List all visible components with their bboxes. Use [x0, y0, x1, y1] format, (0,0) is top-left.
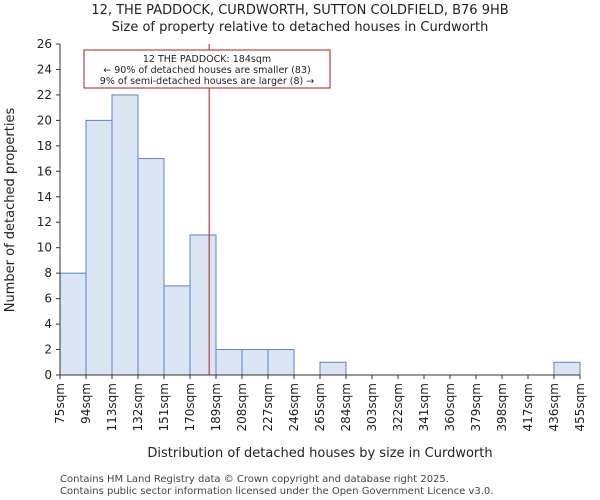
x-tick-label: 75sqm	[53, 383, 67, 424]
y-tick-label: 26	[37, 37, 52, 51]
x-tick-label: 379sqm	[469, 383, 483, 431]
y-tick-label: 8	[44, 266, 52, 280]
x-tick-labels: 75sqm 94sqm 113sqm 132sqm 151sqm 170sqm 189sqm…	[53, 375, 587, 431]
y-tick-label: 20	[37, 113, 52, 127]
annotation-border	[83, 49, 331, 89]
y-tick-label: 4	[44, 317, 52, 331]
x-tick-label: 113sqm	[105, 383, 119, 431]
y-tick-label: 12	[37, 215, 52, 229]
y-tick-label: 24	[37, 62, 52, 76]
y-tick-label: 10	[37, 241, 52, 255]
bars-group	[59, 94, 581, 376]
x-tick-label: 132sqm	[131, 383, 145, 431]
bar-75sqm	[59, 272, 87, 376]
x-tick-label: 246sqm	[287, 383, 301, 431]
x-tick-label: 436sqm	[547, 383, 561, 431]
y-tick-label: 18	[37, 139, 52, 153]
annotation-box: 12 THE PADDOCK: 184sqm ← 90% of detached…	[83, 49, 331, 89]
x-tick-label: 398sqm	[495, 383, 509, 431]
y-axis-label: Number of detached properties	[3, 108, 18, 313]
x-tick-label: 208sqm	[235, 383, 249, 431]
bar-227sqm	[267, 349, 295, 376]
y-tick-label: 14	[37, 190, 52, 204]
bar-189sqm	[215, 349, 243, 376]
y-tick-label: 2	[44, 343, 52, 357]
footer-line-1: Contains HM Land Registry data © Crown c…	[60, 474, 449, 485]
x-tick-label: 227sqm	[261, 383, 275, 431]
bar-170sqm	[189, 234, 217, 376]
bar-113sqm	[111, 94, 139, 376]
x-tick-label: 417sqm	[521, 383, 535, 431]
bar-265sqm	[319, 361, 347, 376]
bar-208sqm	[241, 349, 269, 376]
x-tick-label: 322sqm	[391, 383, 405, 431]
footer-line-2: Contains public sector information licen…	[60, 486, 493, 497]
x-tick-label: 455sqm	[573, 383, 587, 431]
annotation-title: 12 THE PADDOCK: 184sqm	[143, 54, 271, 65]
bar-436sqm	[553, 361, 581, 376]
bar-132sqm	[137, 158, 165, 376]
y-tick-label: 6	[44, 292, 52, 306]
chart-title: 12, THE PADDOCK, CURDWORTH, SUTTON COLDF…	[91, 3, 508, 18]
x-tick-label: 360sqm	[443, 383, 457, 431]
x-tick-label: 170sqm	[183, 383, 197, 431]
chart-subtitle: Size of property relative to detached ho…	[112, 20, 489, 35]
annotation-larger: 9% of semi-detached houses are larger (8…	[100, 76, 314, 87]
bar-151sqm	[163, 285, 191, 376]
x-tick-label: 341sqm	[417, 383, 431, 431]
x-tick-label: 151sqm	[157, 383, 171, 431]
y-tick-label: 16	[37, 164, 52, 178]
x-axis-label: Distribution of detached houses by size …	[147, 446, 492, 461]
y-tick-label: 22	[37, 88, 52, 102]
y-tick-label: 0	[44, 368, 52, 382]
annotation-smaller: ← 90% of detached houses are smaller (83…	[103, 65, 310, 76]
x-tick-label: 94sqm	[79, 383, 93, 424]
x-tick-label: 265sqm	[313, 383, 327, 431]
x-tick-label: 189sqm	[209, 383, 223, 431]
x-tick-label: 303sqm	[365, 383, 379, 431]
bar-94sqm	[85, 119, 113, 376]
x-tick-label: 284sqm	[339, 383, 353, 431]
